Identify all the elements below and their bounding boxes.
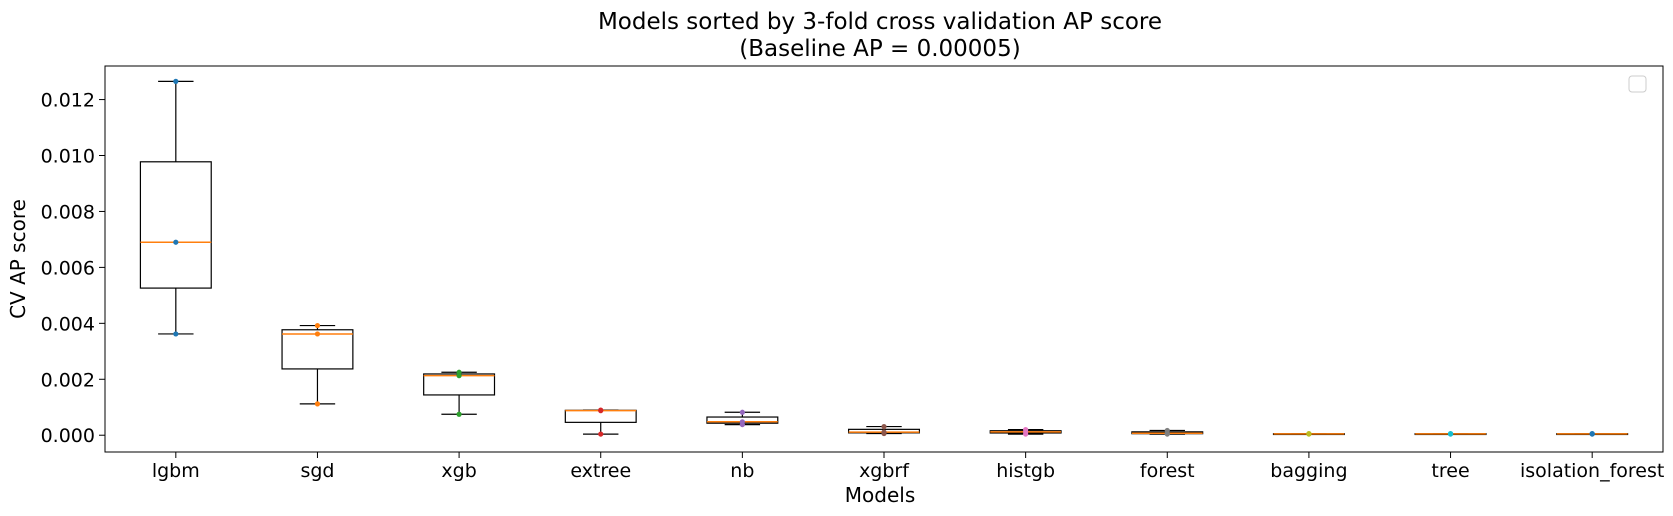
x-tick-label: nb bbox=[730, 460, 754, 482]
plot-area-frame bbox=[104, 65, 1664, 453]
x-tick-label: xgbrf bbox=[859, 460, 910, 482]
box-group-bagging bbox=[1272, 430, 1345, 437]
y-tick-label: 0.012 bbox=[41, 90, 95, 112]
fold-point-3 bbox=[1306, 431, 1312, 437]
box-group-nb bbox=[706, 409, 779, 428]
y-tick-label: 0.002 bbox=[41, 369, 95, 391]
chart-title-line-1: Models sorted by 3-fold cross validation… bbox=[598, 9, 1162, 35]
x-tick-label: extree bbox=[570, 460, 631, 482]
box-group-sgd bbox=[281, 322, 354, 407]
x-tick-label: tree bbox=[1431, 460, 1469, 482]
y-axis: 0.000 0.002 0.004 0.006 0.008 0.010 0.012 bbox=[41, 90, 105, 447]
box-group-xgbrf bbox=[847, 423, 921, 437]
y-axis-label: CV AP score bbox=[6, 199, 30, 319]
box-iqr bbox=[281, 329, 354, 370]
box-group-xgb bbox=[423, 369, 496, 417]
box-group-isolation_forest bbox=[1556, 430, 1629, 437]
fold-point-3 bbox=[1023, 431, 1029, 437]
fold-point-3 bbox=[1164, 431, 1170, 437]
fold-point-3 bbox=[739, 421, 745, 428]
fold-point-3 bbox=[1589, 431, 1595, 437]
y-tick-label: 0.008 bbox=[41, 201, 95, 223]
fold-point-1 bbox=[173, 78, 179, 84]
x-axis: lgbm sgd xgb extree nb xgbrf histgb forest baggi… bbox=[152, 452, 1664, 482]
fold-point-3 bbox=[1447, 431, 1454, 437]
fold-point-3 bbox=[456, 411, 462, 417]
box-group-extree bbox=[564, 407, 637, 437]
x-axis-label: Models bbox=[845, 483, 915, 507]
plot-content bbox=[139, 78, 1629, 437]
fold-point-2 bbox=[314, 331, 321, 337]
fold-point-3 bbox=[173, 331, 179, 337]
chart-title-line-2: (Baseline AP = 0.00005) bbox=[739, 36, 1020, 62]
box-group-lgbm bbox=[139, 78, 212, 337]
y-tick-label: 0.006 bbox=[41, 257, 95, 279]
fold-point-1 bbox=[739, 409, 745, 415]
fold-point-2 bbox=[598, 408, 604, 414]
box-group-forest bbox=[1131, 427, 1204, 437]
x-tick-label: forest bbox=[1140, 460, 1195, 482]
y-tick-label: 0.000 bbox=[41, 425, 95, 447]
box-iqr bbox=[139, 161, 212, 289]
box-group-histgb bbox=[989, 427, 1062, 437]
fold-point-3 bbox=[314, 401, 321, 407]
x-tick-label: histgb bbox=[996, 460, 1055, 482]
fold-point-3 bbox=[598, 431, 604, 437]
fold-point-1 bbox=[881, 423, 887, 430]
x-tick-label: bagging bbox=[1270, 460, 1347, 482]
x-tick-label: sgd bbox=[300, 460, 334, 482]
y-tick-label: 0.004 bbox=[41, 313, 95, 335]
x-tick-label: isolation_forest bbox=[1520, 460, 1664, 482]
box-group-tree bbox=[1414, 430, 1487, 437]
x-tick-label: lgbm bbox=[152, 460, 200, 482]
fold-point-1 bbox=[314, 322, 321, 329]
fold-point-2 bbox=[173, 239, 179, 245]
x-tick-label: xgb bbox=[441, 460, 476, 482]
y-tick-label: 0.010 bbox=[41, 146, 95, 168]
legend-box bbox=[1628, 75, 1647, 93]
fold-point-3 bbox=[881, 430, 887, 437]
fold-point-2 bbox=[456, 373, 462, 379]
